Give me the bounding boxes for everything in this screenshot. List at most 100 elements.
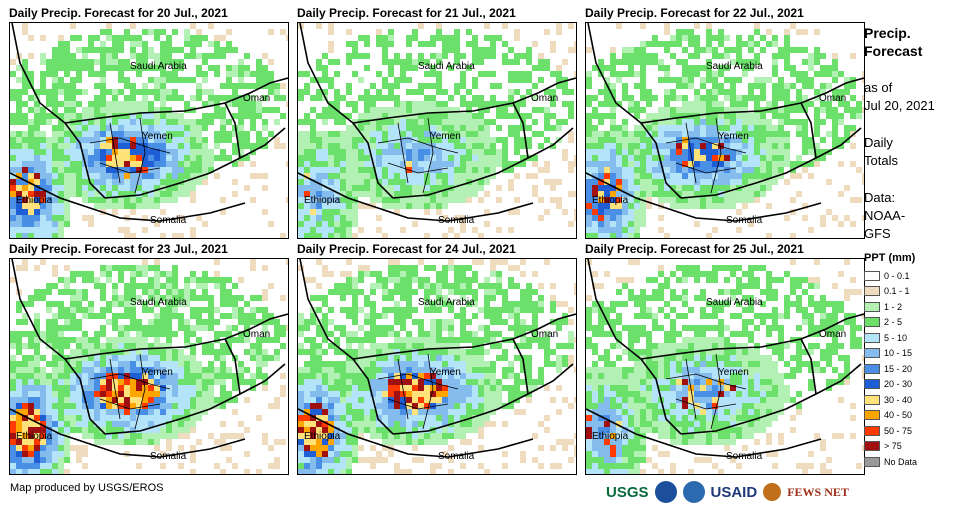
precip-cell — [616, 203, 622, 209]
precip-cell — [670, 119, 676, 125]
precip-cell — [172, 427, 178, 433]
precip-cell — [64, 41, 70, 47]
panel-title: Daily Precip. Forecast for 22 Jul., 2021 — [585, 6, 804, 20]
precip-cell — [706, 89, 712, 95]
precip-cell — [682, 101, 688, 107]
precip-cell — [268, 337, 274, 343]
precip-cell — [130, 433, 136, 439]
precip-cell — [448, 265, 454, 271]
precip-cell — [34, 397, 40, 403]
precip-cell — [682, 161, 688, 167]
precip-cell — [118, 203, 124, 209]
precip-cell — [28, 227, 34, 233]
precip-cell — [742, 71, 748, 77]
precip-cell — [178, 397, 184, 403]
precip-cell — [112, 403, 118, 409]
precip-cell — [442, 337, 448, 343]
precip-cell — [802, 143, 808, 149]
precip-cell — [418, 143, 424, 149]
precip-cell — [742, 197, 748, 203]
precip-cell — [64, 209, 70, 215]
precip-cell — [514, 379, 520, 385]
precip-cell — [628, 47, 634, 53]
precip-cell — [790, 119, 796, 125]
precip-cell — [328, 191, 334, 197]
precip-cell — [496, 107, 502, 113]
precip-cell — [88, 125, 94, 131]
precip-cell — [700, 77, 706, 83]
precip-cell — [814, 131, 820, 137]
precip-cell — [436, 337, 442, 343]
precip-cell — [124, 101, 130, 107]
admin-line — [99, 162, 161, 174]
precip-cell — [754, 41, 760, 47]
precip-cell — [376, 173, 382, 179]
precip-cell — [754, 83, 760, 89]
precip-cell — [250, 143, 256, 149]
precip-cell — [850, 95, 856, 101]
precip-cell — [136, 379, 142, 385]
precip-cell — [622, 137, 628, 143]
precip-cell — [418, 137, 424, 143]
precip-cell — [124, 265, 130, 271]
precip-cell — [136, 131, 142, 137]
precip-cell — [424, 343, 430, 349]
precip-cell — [238, 125, 244, 131]
precip-cell — [304, 319, 310, 325]
precip-cell — [76, 101, 82, 107]
precip-cell — [586, 197, 592, 203]
precip-cell — [262, 337, 268, 343]
precip-cell — [634, 101, 640, 107]
precip-cell — [460, 277, 466, 283]
precip-cell — [256, 319, 262, 325]
precip-cell — [550, 283, 556, 289]
precip-cell — [226, 301, 232, 307]
precip-cell — [376, 71, 382, 77]
precip-cell — [598, 179, 604, 185]
precip-cell — [526, 373, 532, 379]
precip-cell — [412, 203, 418, 209]
precip-cell — [142, 325, 148, 331]
precip-cell — [262, 265, 268, 271]
precip-cell — [160, 367, 166, 373]
precip-cell — [346, 191, 352, 197]
precip-cell — [190, 185, 196, 191]
precip-cell — [304, 391, 310, 397]
precip-cell — [148, 373, 154, 379]
precip-cell — [586, 161, 592, 167]
precip-cell — [196, 179, 202, 185]
precip-cell — [436, 59, 442, 65]
precip-cell — [208, 149, 214, 155]
precip-cell — [766, 203, 772, 209]
precip-cell — [76, 173, 82, 179]
precip-cell — [322, 107, 328, 113]
precip-cell — [202, 113, 208, 119]
precip-cell — [148, 433, 154, 439]
precip-cell — [34, 191, 40, 197]
precip-cell — [16, 433, 22, 439]
precip-cell — [346, 391, 352, 397]
precip-cell — [832, 95, 838, 101]
precip-cell — [442, 119, 448, 125]
precip-cell — [184, 137, 190, 143]
precip-cell — [748, 113, 754, 119]
precip-cell — [322, 409, 328, 415]
precip-cell — [712, 197, 718, 203]
precip-cell — [634, 107, 640, 113]
precip-cell — [34, 295, 40, 301]
precip-cell — [460, 397, 466, 403]
precip-cell — [364, 361, 370, 367]
precip-cell — [682, 203, 688, 209]
precip-cell — [136, 367, 142, 373]
precip-cell — [592, 173, 598, 179]
precip-cell — [484, 337, 490, 343]
precip-cell — [220, 421, 226, 427]
precip-cell — [118, 131, 124, 137]
precip-cell — [322, 361, 328, 367]
precip-cell — [208, 391, 214, 397]
precip-cell — [388, 35, 394, 41]
precip-cell — [262, 439, 268, 445]
precip-cell — [484, 125, 490, 131]
precip-cell — [658, 143, 664, 149]
admin-line — [387, 162, 449, 174]
